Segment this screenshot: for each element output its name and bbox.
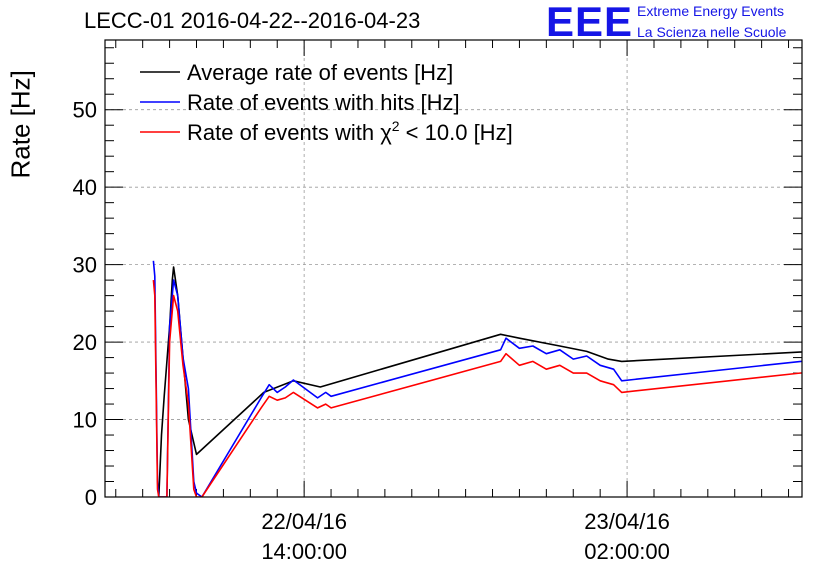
logo-line-1: Extreme Energy Events [637, 3, 785, 19]
x-tick-label-time: 14:00:00 [261, 539, 347, 564]
y-tick-label: 0 [85, 485, 97, 510]
legend: Average rate of events [Hz] Rate of event… [140, 60, 513, 145]
axis-ticks: 0 10 20 30 40 50 22/04/16 14:00:00 23/04/16 02:00… [73, 40, 802, 564]
legend-label-2: Rate of events with hits [Hz] [187, 90, 460, 115]
y-tick-label: 30 [73, 253, 97, 278]
series-line-3 [152, 280, 802, 497]
series-lines [152, 260, 802, 497]
y-tick-label: 10 [73, 408, 97, 433]
logo-line-2: La Scienza nelle Scuole [637, 24, 787, 40]
chart-title: LECC-01 2016-04-22--2016-04-23 [84, 8, 421, 33]
y-tick-label: 50 [73, 98, 97, 123]
y-tick-label: 20 [73, 330, 97, 355]
series-line-1 [158, 266, 802, 497]
grid-lines [105, 40, 802, 497]
legend-label-3: Rate of events with χ2 < 10.0 [Hz] [187, 118, 513, 145]
y-tick-label: 40 [73, 175, 97, 200]
x-tick-label-time: 02:00:00 [584, 539, 670, 564]
plot-frame [104, 39, 803, 498]
x-tick-label-date: 22/04/16 [261, 509, 347, 534]
x-tick-label-date: 23/04/16 [584, 509, 670, 534]
series-line-2 [152, 260, 802, 497]
legend-label-1: Average rate of events [Hz] [187, 60, 453, 85]
eee-logo: EEE [546, 0, 634, 45]
